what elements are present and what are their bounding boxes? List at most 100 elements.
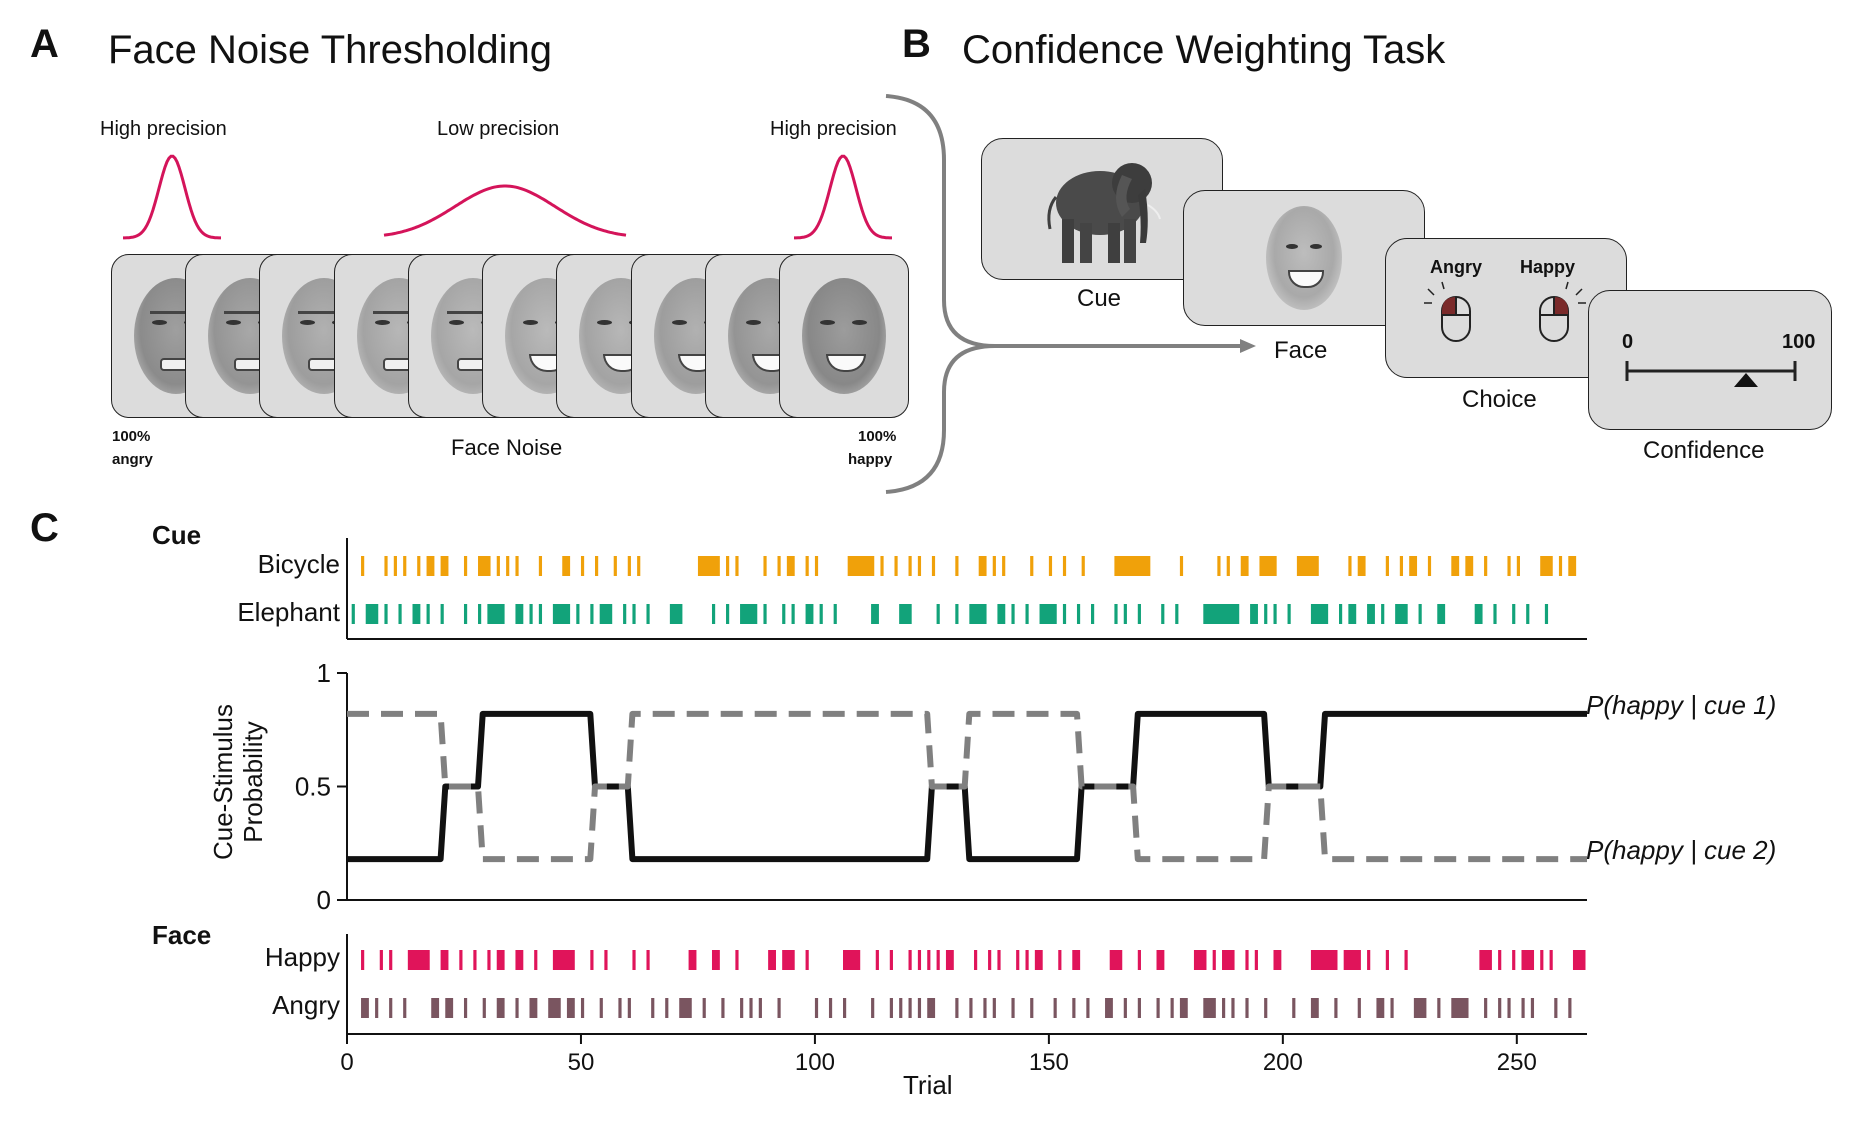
event-mark-happy bbox=[632, 950, 636, 970]
event-mark-elephant bbox=[791, 604, 795, 624]
event-mark-bicycle bbox=[496, 556, 500, 576]
event-mark-angry bbox=[482, 998, 486, 1018]
event-mark-bicycle bbox=[917, 556, 922, 576]
event-mark-angry bbox=[992, 998, 996, 1018]
event-mark-bicycle bbox=[1114, 556, 1151, 576]
event-mark-happy bbox=[875, 950, 879, 970]
event-mark-elephant bbox=[1348, 604, 1357, 624]
precision-label-left: High precision bbox=[100, 118, 227, 140]
event-mark-happy bbox=[1512, 950, 1516, 970]
event-mark-angry bbox=[1053, 998, 1057, 1018]
event-mark-bicycle bbox=[1048, 556, 1053, 576]
event-mark-bicycle bbox=[515, 556, 519, 576]
event-mark-elephant bbox=[1250, 604, 1258, 624]
event-mark-bicycle bbox=[1357, 556, 1366, 576]
event-mark-happy bbox=[945, 950, 954, 970]
event-mark-elephant bbox=[1474, 604, 1483, 624]
event-mark-happy bbox=[1016, 950, 1020, 970]
event-mark-elephant bbox=[440, 604, 444, 624]
event-mark-bicycle bbox=[1568, 556, 1577, 576]
event-mark-happy bbox=[768, 950, 776, 970]
event-mark-bicycle bbox=[613, 556, 617, 576]
event-mark-happy bbox=[604, 950, 608, 970]
event-mark-happy bbox=[917, 950, 922, 970]
event-mark-happy bbox=[1072, 950, 1081, 970]
face-noise-axis-label: Face Noise bbox=[451, 435, 563, 460]
event-mark-happy bbox=[1222, 950, 1235, 970]
event-mark-elephant bbox=[1395, 604, 1408, 624]
event-mark-elephant bbox=[632, 604, 636, 624]
event-mark-happy bbox=[487, 950, 491, 970]
event-mark-bicycle bbox=[992, 556, 996, 576]
event-mark-happy bbox=[1156, 950, 1165, 970]
event-mark-angry bbox=[1011, 998, 1015, 1018]
event-mark-happy bbox=[534, 950, 538, 970]
event-mark-happy bbox=[1193, 950, 1207, 970]
event-mark-happy bbox=[805, 950, 809, 970]
legend-cue1: P(happy | cue 1) bbox=[1586, 690, 1777, 720]
event-mark-bicycle bbox=[908, 556, 912, 576]
event-mark-happy bbox=[908, 950, 912, 970]
event-mark-elephant bbox=[1025, 604, 1029, 624]
event-mark-happy bbox=[889, 950, 893, 970]
event-mark-angry bbox=[463, 998, 468, 1018]
event-mark-elephant bbox=[669, 604, 683, 624]
event-mark-bicycle bbox=[777, 556, 781, 576]
event-mark-bicycle bbox=[847, 556, 875, 576]
event-mark-elephant bbox=[426, 604, 430, 624]
event-mark-elephant bbox=[1339, 604, 1343, 624]
precision-label-right: High precision bbox=[770, 118, 897, 140]
event-mark-happy bbox=[1498, 950, 1502, 970]
event-mark-bicycle bbox=[726, 556, 730, 576]
choice-card: Angry Happy bbox=[1385, 238, 1627, 378]
y-tick-label: 0 bbox=[317, 885, 331, 915]
x-tick-label: 250 bbox=[1497, 1049, 1537, 1076]
event-mark-angry bbox=[361, 998, 369, 1018]
series-line-cue2 bbox=[347, 710, 1587, 863]
event-mark-bicycle bbox=[361, 556, 365, 576]
low-precision-curve bbox=[383, 184, 627, 237]
legend-cue2: P(happy | cue 2) bbox=[1586, 835, 1777, 865]
event-mark-elephant bbox=[1039, 604, 1057, 624]
event-mark-angry bbox=[599, 998, 603, 1018]
choice-happy-label: Happy bbox=[1520, 257, 1576, 277]
event-mark-elephant bbox=[529, 604, 533, 624]
event-mark-bicycle bbox=[1226, 556, 1230, 576]
right-mouse-icon bbox=[1539, 281, 1586, 342]
event-mark-bicycle bbox=[1030, 556, 1034, 576]
cue-label: Cue bbox=[1077, 285, 1122, 312]
series-line-cue1 bbox=[347, 710, 1587, 863]
event-mark-angry bbox=[1390, 998, 1394, 1018]
event-mark-elephant bbox=[763, 604, 767, 624]
y-tick-label: 0.5 bbox=[295, 772, 331, 802]
event-mark-bicycle bbox=[1427, 556, 1432, 576]
event-mark-happy bbox=[1245, 950, 1249, 970]
event-mark-happy bbox=[646, 950, 650, 970]
event-mark-angry bbox=[917, 998, 922, 1018]
event-mark-angry bbox=[871, 998, 875, 1018]
event-mark-bicycle bbox=[735, 556, 739, 576]
event-mark-angry bbox=[899, 998, 903, 1018]
event-mark-elephant bbox=[463, 604, 468, 624]
event-mark-elephant bbox=[955, 604, 959, 624]
event-mark-elephant bbox=[1273, 604, 1277, 624]
event-mark-bicycle bbox=[637, 556, 641, 576]
event-mark-elephant bbox=[646, 604, 650, 624]
label-100-happy-pct: 100% bbox=[858, 428, 897, 445]
event-mark-elephant bbox=[538, 604, 543, 624]
event-mark-elephant bbox=[871, 604, 879, 624]
event-mark-angry bbox=[1156, 998, 1160, 1018]
confidence-marker bbox=[1734, 373, 1758, 387]
event-mark-angry bbox=[983, 998, 987, 1018]
event-mark-angry bbox=[1179, 998, 1188, 1018]
label-100-angry-word: angry bbox=[112, 451, 153, 468]
event-mark-elephant bbox=[1367, 604, 1375, 624]
event-mark-elephant bbox=[782, 604, 786, 624]
event-mark-elephant bbox=[1137, 604, 1141, 624]
event-mark-bicycle bbox=[894, 556, 898, 576]
x-axis-label: Trial bbox=[903, 1070, 953, 1100]
event-mark-bicycle bbox=[1385, 556, 1389, 576]
event-mark-angry bbox=[566, 998, 575, 1018]
event-mark-angry bbox=[679, 998, 692, 1018]
